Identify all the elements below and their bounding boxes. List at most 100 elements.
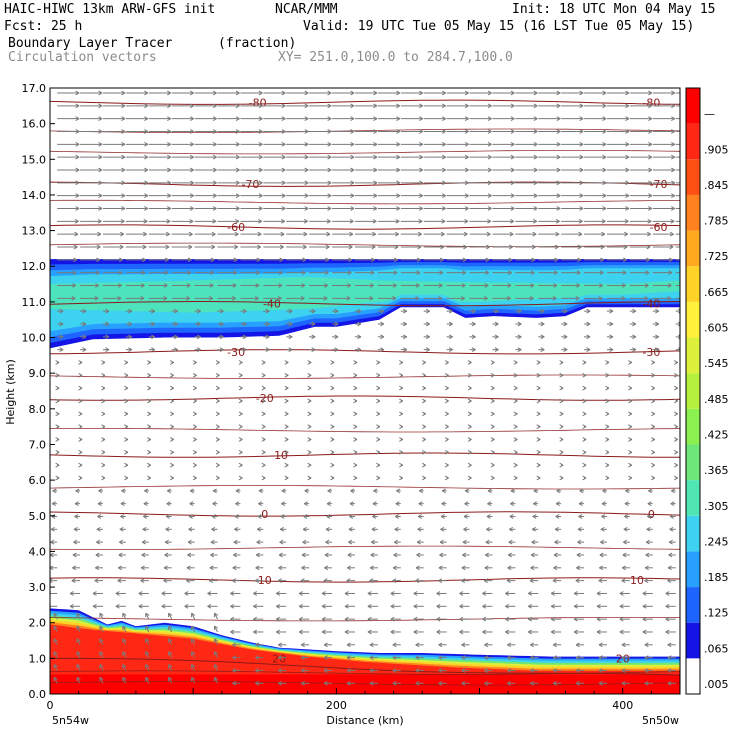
vector-arrow bbox=[145, 638, 150, 646]
vector-head bbox=[421, 475, 426, 481]
vector-head bbox=[416, 539, 421, 545]
vector-head bbox=[439, 539, 444, 545]
vector-head bbox=[173, 334, 178, 340]
vector-head bbox=[278, 668, 282, 673]
vector-head bbox=[536, 475, 541, 481]
y-tick-label: 0.0 bbox=[29, 688, 47, 701]
contour-label: -70 bbox=[650, 178, 668, 191]
vector-head bbox=[55, 437, 60, 442]
vector-head bbox=[609, 347, 614, 353]
vector-head bbox=[233, 257, 238, 263]
vector-head bbox=[605, 475, 610, 481]
vector-head bbox=[211, 514, 216, 519]
vector-head bbox=[622, 257, 627, 263]
vector-head bbox=[494, 347, 499, 353]
vector-head bbox=[380, 334, 385, 340]
vector-head bbox=[609, 334, 614, 340]
vector-head bbox=[278, 565, 283, 571]
vector-head bbox=[448, 308, 453, 314]
vector-head bbox=[461, 283, 466, 288]
vector-head bbox=[71, 295, 76, 301]
vector-head bbox=[669, 514, 674, 519]
vector-head bbox=[487, 116, 492, 122]
vector-head bbox=[307, 437, 312, 442]
vector-head bbox=[235, 129, 240, 134]
vector-head bbox=[421, 372, 426, 378]
vector-head bbox=[117, 283, 122, 288]
vector-head bbox=[529, 578, 534, 583]
vector-head bbox=[579, 141, 584, 147]
vector-head bbox=[644, 295, 649, 301]
vector-head bbox=[118, 270, 123, 276]
vector-head bbox=[415, 283, 420, 288]
x-tick-label: 400 bbox=[612, 699, 633, 712]
vector-head bbox=[655, 308, 660, 314]
vector-head bbox=[396, 154, 401, 160]
vector-head bbox=[648, 129, 653, 134]
vector-head bbox=[417, 514, 422, 519]
vector-head bbox=[261, 372, 266, 378]
vector-head bbox=[556, 129, 561, 134]
vector-head bbox=[210, 257, 215, 263]
vector-head bbox=[327, 129, 332, 134]
vector-head bbox=[323, 668, 328, 673]
vector-head bbox=[105, 308, 110, 314]
vector-head bbox=[671, 90, 676, 96]
vector-head bbox=[98, 488, 103, 494]
vector-head bbox=[645, 257, 650, 263]
vector-head bbox=[165, 526, 170, 532]
vector-head bbox=[300, 668, 305, 673]
colorbar-label: .785 bbox=[704, 215, 729, 228]
contour-label: 10 bbox=[630, 574, 644, 587]
vector-head bbox=[210, 270, 215, 276]
vector-head bbox=[367, 603, 372, 609]
vector-head bbox=[396, 129, 401, 134]
vector-head bbox=[238, 424, 243, 430]
vector-head bbox=[212, 129, 217, 134]
vector-head bbox=[413, 616, 418, 622]
vector-head bbox=[98, 141, 103, 147]
vector-head bbox=[304, 116, 309, 122]
vector-head bbox=[573, 603, 578, 609]
vector-head bbox=[234, 231, 239, 237]
vector-head bbox=[403, 321, 408, 327]
vector-head bbox=[528, 603, 532, 609]
vector-head bbox=[75, 129, 80, 134]
vector-head bbox=[235, 488, 240, 494]
vector-head bbox=[554, 539, 559, 545]
vector-head bbox=[357, 334, 362, 340]
vector-head bbox=[212, 141, 217, 147]
vector-head bbox=[373, 116, 378, 122]
vector-head bbox=[372, 514, 377, 519]
vector-head bbox=[665, 603, 670, 609]
vector-head bbox=[75, 206, 80, 211]
vector-head bbox=[301, 283, 306, 288]
vector-head bbox=[464, 206, 469, 211]
vector-head bbox=[147, 360, 152, 365]
vector-head bbox=[563, 321, 568, 327]
vector-head bbox=[467, 385, 472, 391]
vector-head bbox=[376, 424, 381, 430]
vector-head bbox=[376, 398, 381, 404]
vector-head bbox=[621, 642, 626, 648]
vector-head bbox=[325, 526, 330, 532]
vector-head bbox=[71, 578, 76, 583]
vector-arrow bbox=[53, 638, 58, 646]
vector-head bbox=[536, 360, 541, 365]
vector-head bbox=[163, 578, 168, 583]
vector-head bbox=[53, 664, 58, 669]
vector-head bbox=[78, 449, 83, 455]
vector-head bbox=[621, 655, 626, 660]
vector-head bbox=[307, 360, 312, 365]
vector-head bbox=[396, 167, 401, 173]
vector-head bbox=[441, 206, 446, 211]
temperature-contour bbox=[50, 349, 680, 355]
vector-head bbox=[189, 193, 194, 199]
vector-head bbox=[281, 141, 286, 147]
vector-arrow bbox=[168, 638, 173, 646]
vector-arrow bbox=[53, 651, 58, 658]
vector-head bbox=[235, 154, 240, 160]
vector-head bbox=[380, 321, 385, 327]
vector-head bbox=[284, 424, 289, 430]
vector-head bbox=[124, 437, 129, 442]
